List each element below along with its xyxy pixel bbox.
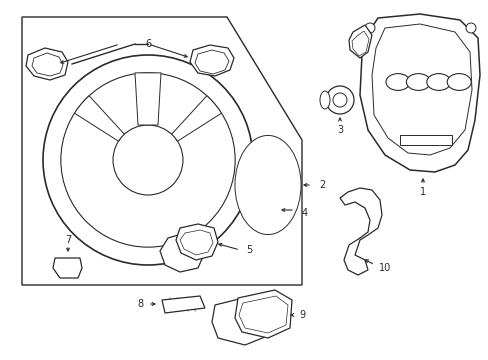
Ellipse shape [319, 91, 329, 109]
Polygon shape [74, 96, 124, 141]
Polygon shape [180, 230, 213, 255]
Text: 4: 4 [301, 208, 307, 218]
Polygon shape [339, 188, 381, 275]
Text: 1: 1 [419, 187, 425, 197]
Text: 10: 10 [378, 263, 390, 273]
Polygon shape [190, 45, 234, 76]
Polygon shape [32, 53, 63, 76]
Polygon shape [212, 295, 274, 345]
Polygon shape [171, 96, 221, 141]
Polygon shape [160, 233, 204, 272]
Polygon shape [239, 296, 287, 333]
Ellipse shape [43, 55, 252, 265]
Polygon shape [371, 24, 471, 155]
Polygon shape [195, 50, 228, 74]
Text: 8: 8 [137, 299, 143, 309]
Ellipse shape [364, 23, 374, 33]
Polygon shape [359, 14, 479, 172]
Text: 9: 9 [298, 310, 305, 320]
Text: 7: 7 [65, 235, 71, 245]
Text: 3: 3 [336, 125, 343, 135]
Polygon shape [53, 258, 82, 278]
Ellipse shape [325, 86, 353, 114]
Bar [399, 135, 451, 145]
Ellipse shape [426, 73, 450, 90]
Ellipse shape [465, 23, 475, 33]
Ellipse shape [240, 143, 295, 227]
Polygon shape [22, 17, 302, 285]
Ellipse shape [447, 73, 470, 90]
Polygon shape [135, 73, 161, 125]
Ellipse shape [234, 135, 301, 235]
Polygon shape [348, 25, 371, 58]
Ellipse shape [61, 73, 235, 247]
Polygon shape [26, 48, 68, 80]
Polygon shape [162, 296, 204, 313]
Ellipse shape [406, 73, 429, 90]
Polygon shape [176, 224, 218, 260]
Text: 2: 2 [318, 180, 325, 190]
Ellipse shape [248, 157, 286, 213]
Polygon shape [235, 290, 291, 338]
Text: 5: 5 [245, 245, 252, 255]
Ellipse shape [113, 125, 183, 195]
Ellipse shape [385, 73, 409, 90]
Polygon shape [351, 31, 368, 56]
Text: 6: 6 [144, 39, 151, 49]
Ellipse shape [332, 93, 346, 107]
